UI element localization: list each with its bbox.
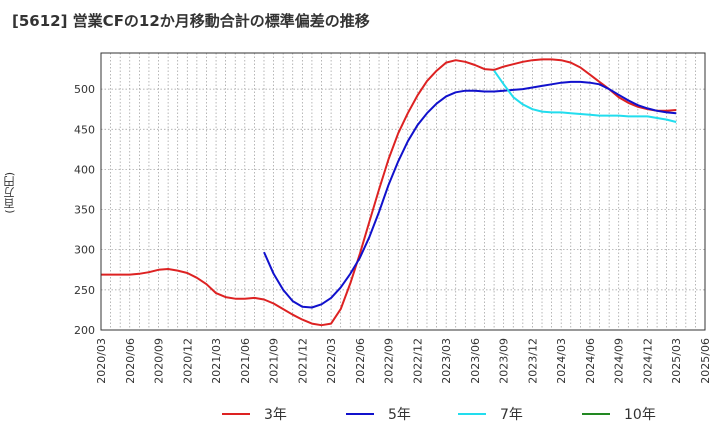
x-tick-label: 2022/06 bbox=[354, 338, 367, 384]
y-tick-label: 250 bbox=[74, 284, 95, 297]
y-tick-label: 450 bbox=[74, 123, 95, 136]
x-tick-label: 2023/12 bbox=[526, 338, 539, 384]
x-tick-label: 2021/12 bbox=[296, 338, 309, 384]
x-tick-label: 2022/03 bbox=[325, 338, 338, 384]
x-tick-label: 2021/06 bbox=[239, 338, 252, 384]
x-tick-label: 2024/03 bbox=[555, 338, 568, 384]
legend-label-3: 7年 bbox=[500, 407, 523, 423]
y-tick-label: 350 bbox=[74, 204, 95, 217]
series-line-1 bbox=[101, 58, 677, 327]
x-tick-label: 2021/09 bbox=[268, 338, 281, 384]
x-tick-label: 2025/03 bbox=[670, 338, 683, 384]
series-line-3 bbox=[493, 70, 677, 123]
x-tick-label: 2022/09 bbox=[383, 338, 396, 384]
y-axis-ticks: 200 250 300 350 400 450 500 bbox=[74, 83, 95, 337]
y-tick-label: 400 bbox=[74, 163, 95, 176]
chart-title: [5612] 営業CFの12か月移動合計の標準偏差の推移 bbox=[12, 12, 370, 30]
x-tick-label: 2024/06 bbox=[584, 338, 597, 384]
x-tick-label: 2023/03 bbox=[440, 338, 453, 384]
plot-frame bbox=[100, 52, 706, 331]
y-tick-label: 500 bbox=[74, 83, 95, 96]
grid bbox=[101, 53, 705, 330]
legend: 3年 5年 7年 10年 bbox=[222, 407, 656, 423]
x-tick-label: 2023/06 bbox=[469, 338, 482, 384]
x-tick-label: 2021/03 bbox=[210, 338, 223, 384]
x-tick-label: 2020/12 bbox=[181, 338, 194, 384]
legend-label-2: 5年 bbox=[388, 407, 411, 423]
x-tick-label: 2024/12 bbox=[641, 338, 654, 384]
y-tick-label: 300 bbox=[74, 244, 95, 257]
x-tick-label: 2022/12 bbox=[411, 338, 424, 384]
y-tick-label: 200 bbox=[74, 324, 95, 337]
legend-label-1: 3年 bbox=[264, 407, 287, 423]
series-line-2 bbox=[263, 80, 677, 309]
x-tick-label: 2020/09 bbox=[153, 338, 166, 384]
x-tick-label: 2020/06 bbox=[124, 338, 137, 384]
legend-label-4: 10年 bbox=[624, 407, 656, 423]
x-tick-label: 2020/03 bbox=[95, 338, 108, 384]
x-tick-label: 2025/06 bbox=[699, 338, 712, 384]
x-tick-label: 2024/09 bbox=[613, 338, 626, 384]
series-lines bbox=[101, 58, 677, 327]
x-tick-label: 2023/09 bbox=[498, 338, 511, 384]
x-axis-ticks: 2020/03 2020/06 2020/09 2020/12 2021/03 2021/… bbox=[95, 338, 712, 384]
